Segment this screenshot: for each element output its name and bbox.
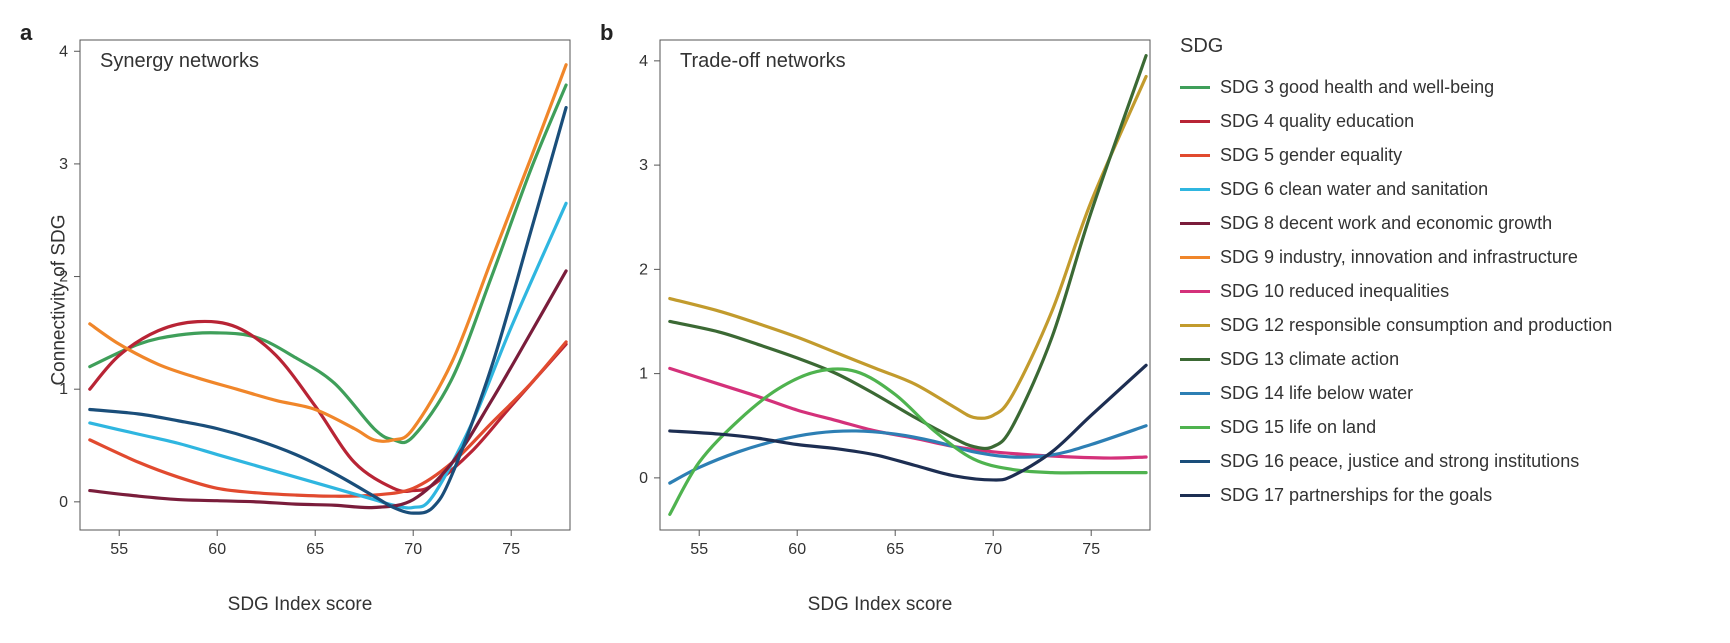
legend-label-sdg5: SDG 5 gender equality [1220, 145, 1402, 166]
panel-letter-a: a [20, 20, 32, 46]
svg-text:3: 3 [639, 157, 648, 174]
legend-item-sdg13: SDG 13 climate action [1180, 342, 1612, 376]
legend-item-sdg17: SDG 17 partnerships for the goals [1180, 478, 1612, 512]
legend-item-sdg5: SDG 5 gender equality [1180, 138, 1612, 172]
svg-text:3: 3 [59, 156, 68, 173]
legend-label-sdg17: SDG 17 partnerships for the goals [1220, 485, 1492, 506]
svg-text:55: 55 [110, 541, 128, 558]
series-sdg4 [90, 321, 566, 491]
legend-item-sdg3: SDG 3 good health and well-being [1180, 70, 1612, 104]
legend-item-sdg12: SDG 12 responsible consumption and produ… [1180, 308, 1612, 342]
legend-swatch-sdg6 [1180, 188, 1210, 191]
series-sdg3 [90, 85, 566, 443]
svg-text:4: 4 [59, 43, 68, 60]
legend-swatch-sdg16 [1180, 460, 1210, 463]
legend-label-sdg10: SDG 10 reduced inequalities [1220, 281, 1449, 302]
chart-b-svg: 55 60 65 70 75 0 1 2 3 4 [600, 20, 1160, 580]
legend: SDG SDG 3 good health and well-being SDG … [1180, 35, 1612, 512]
svg-text:70: 70 [984, 541, 1002, 558]
svg-text:2: 2 [639, 261, 648, 278]
legend-label-sdg8: SDG 8 decent work and economic growth [1220, 213, 1552, 234]
panel-letter-b: b [600, 20, 613, 46]
svg-text:0: 0 [639, 470, 648, 487]
legend-item-sdg8: SDG 8 decent work and economic growth [1180, 206, 1612, 240]
series-sdg12 [670, 76, 1146, 418]
legend-swatch-sdg10 [1180, 290, 1210, 293]
xlabel-b: SDG Index score [600, 594, 1160, 616]
series-sdg16 [90, 108, 566, 514]
legend-title: SDG [1180, 35, 1612, 58]
legend-swatch-sdg5 [1180, 154, 1210, 157]
svg-text:65: 65 [886, 541, 904, 558]
figure-container: a Synergy networks 55 60 65 70 75 0 1 2 3 4 SDG I… [0, 0, 1730, 643]
legend-swatch-sdg17 [1180, 494, 1210, 497]
legend-label-sdg16: SDG 16 peace, justice and strong institu… [1220, 451, 1579, 472]
legend-swatch-sdg14 [1180, 392, 1210, 395]
panel-title-a: Synergy networks [100, 50, 259, 73]
legend-item-sdg9: SDG 9 industry, innovation and infrastru… [1180, 240, 1612, 274]
svg-text:70: 70 [404, 541, 422, 558]
legend-label-sdg14: SDG 14 life below water [1220, 383, 1413, 404]
legend-item-sdg4: SDG 4 quality education [1180, 104, 1612, 138]
svg-text:0: 0 [59, 494, 68, 511]
legend-label-sdg6: SDG 6 clean water and sanitation [1220, 179, 1488, 200]
legend-item-sdg14: SDG 14 life below water [1180, 376, 1612, 410]
legend-swatch-sdg9 [1180, 256, 1210, 259]
panel-b: b Trade-off networks 556065707501234 SDG… [600, 20, 1160, 580]
ylabel-a: Connectivity of SDG [49, 214, 71, 385]
legend-item-sdg10: SDG 10 reduced inequalities [1180, 274, 1612, 308]
legend-item-sdg16: SDG 16 peace, justice and strong institu… [1180, 444, 1612, 478]
legend-swatch-sdg3 [1180, 86, 1210, 89]
svg-text:60: 60 [208, 541, 226, 558]
svg-text:65: 65 [306, 541, 324, 558]
legend-label-sdg4: SDG 4 quality education [1220, 111, 1414, 132]
legend-swatch-sdg15 [1180, 426, 1210, 429]
svg-text:4: 4 [639, 53, 648, 70]
xlabel-a: SDG Index score [20, 594, 580, 616]
svg-text:60: 60 [788, 541, 806, 558]
chart-a-svg: 556065707501234 [20, 20, 580, 580]
legend-swatch-sdg8 [1180, 222, 1210, 225]
legend-label-sdg9: SDG 9 industry, innovation and infrastru… [1220, 247, 1578, 268]
legend-label-sdg15: SDG 15 life on land [1220, 417, 1376, 438]
svg-text:75: 75 [502, 541, 520, 558]
panel-title-b: Trade-off networks [680, 50, 846, 73]
legend-swatch-sdg4 [1180, 120, 1210, 123]
legend-label-sdg12: SDG 12 responsible consumption and produ… [1220, 315, 1612, 336]
svg-text:55: 55 [690, 541, 708, 558]
series-sdg9 [90, 65, 566, 442]
series-sdg14 [670, 426, 1146, 483]
legend-label-sdg3: SDG 3 good health and well-being [1220, 77, 1494, 98]
legend-label-sdg13: SDG 13 climate action [1220, 349, 1399, 370]
legend-swatch-sdg12 [1180, 324, 1210, 327]
legend-swatch-sdg13 [1180, 358, 1210, 361]
legend-item-sdg15: SDG 15 life on land [1180, 410, 1612, 444]
legend-item-sdg6: SDG 6 clean water and sanitation [1180, 172, 1612, 206]
svg-text:75: 75 [1082, 541, 1100, 558]
panel-a: a Synergy networks 556065707501234 SDG I… [20, 20, 580, 580]
svg-text:1: 1 [639, 366, 648, 383]
